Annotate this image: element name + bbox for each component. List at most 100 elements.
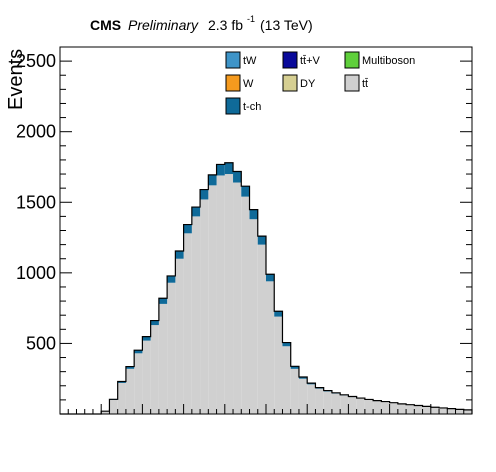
bar-tch-27 xyxy=(282,342,291,347)
bar-ttbar-34 xyxy=(340,395,349,414)
bar-ttbar-27 xyxy=(282,346,291,414)
y-tick-label: 500 xyxy=(26,333,56,353)
bar-ttbar-36 xyxy=(356,398,365,414)
bar-ttbar-14 xyxy=(175,258,184,414)
legend-swatch-Multiboson xyxy=(344,51,360,69)
bar-tch-14 xyxy=(175,250,184,259)
legend-swatch-ttV xyxy=(282,51,298,69)
bar-tch-30 xyxy=(307,383,316,385)
y-tick-label: 1000 xyxy=(16,263,56,283)
bar-tch-8 xyxy=(125,366,135,369)
stack-outline xyxy=(60,162,473,415)
bar-ttbar-44 xyxy=(422,406,431,414)
bar-tch-19 xyxy=(216,164,225,176)
bar-ttbar-23 xyxy=(249,219,258,414)
bar-ttbar-45 xyxy=(430,407,440,414)
bar-ttbar-37 xyxy=(364,399,374,414)
bar-tch-23 xyxy=(249,209,258,220)
bar-ttbar-20 xyxy=(224,174,234,414)
bar-ttbar-5 xyxy=(101,411,110,414)
bar-ttbar-7 xyxy=(117,382,126,414)
y-axis: 500 1000 1500 2000 2500 xyxy=(16,46,472,401)
bar-ttbar-43 xyxy=(414,405,423,414)
bar-tch-13 xyxy=(167,275,176,283)
bar-tch-22 xyxy=(241,186,250,197)
bar-ttbar-19 xyxy=(216,175,225,414)
bar-ttbar-29 xyxy=(298,378,308,414)
y-tick-label: 1500 xyxy=(16,192,56,212)
bar-ttbar-33 xyxy=(331,393,341,414)
bar-ttbar-24 xyxy=(257,244,266,414)
bar-tch-15 xyxy=(183,224,192,234)
bar-tch-21 xyxy=(233,171,242,183)
y-tick-label: 2000 xyxy=(16,122,56,142)
bar-tch-25 xyxy=(266,274,275,282)
bar-ttbar-10 xyxy=(142,340,151,414)
legend-label-ttV: tt̄+V xyxy=(300,55,321,67)
legend: tW tt̄+V Multiboson W DY tt̄ t-ch xyxy=(225,51,415,115)
y-tick-label: 2500 xyxy=(16,51,56,71)
bar-ttbar-17 xyxy=(200,199,209,414)
bar-ttbar-39 xyxy=(381,402,390,414)
bar-tch-7 xyxy=(117,381,126,383)
plot-frame xyxy=(59,46,473,415)
bar-ttbar-25 xyxy=(266,281,275,414)
bar-tch-9 xyxy=(134,350,143,354)
bar-ttbar-42 xyxy=(406,404,415,414)
bar-ttbar-49 xyxy=(463,410,472,414)
bar-tch-20 xyxy=(224,162,234,175)
lumi-exponent: -1 xyxy=(247,14,255,24)
legend-swatch-ttbar xyxy=(344,74,360,92)
lumi-label: 2.3 fb xyxy=(208,17,243,33)
bar-ttbar-47 xyxy=(447,408,456,414)
bar-ttbar-28 xyxy=(290,368,299,414)
legend-swatch-W xyxy=(225,74,241,92)
bar-ttbar-31 xyxy=(315,388,324,414)
bar-ttbar-48 xyxy=(455,409,464,414)
legend-swatch-DY xyxy=(282,74,298,92)
legend-swatch-tW xyxy=(225,51,241,69)
bar-ttbar-26 xyxy=(274,316,283,414)
bar-ttbar-40 xyxy=(389,402,398,414)
bar-ttbar-16 xyxy=(191,216,201,414)
bar-tch-24 xyxy=(257,236,266,245)
bar-tch-18 xyxy=(208,174,217,186)
bar-tch-16 xyxy=(191,207,201,217)
preliminary-label: Preliminary xyxy=(128,17,199,33)
bar-ttbar-41 xyxy=(397,404,407,414)
bar-tch-26 xyxy=(274,311,283,317)
bar-ttbar-46 xyxy=(439,408,448,414)
bars-group xyxy=(60,162,473,415)
legend-label-W: W xyxy=(243,78,254,90)
legend-swatch-tch xyxy=(225,97,241,115)
cms-label: CMS xyxy=(90,17,121,33)
bar-ttbar-18 xyxy=(208,185,217,414)
bar-tch-11 xyxy=(150,320,159,326)
bar-tch-12 xyxy=(158,298,168,304)
bar-ttbar-9 xyxy=(134,353,143,414)
bar-ttbar-22 xyxy=(241,196,250,414)
bar-ttbar-12 xyxy=(158,303,168,414)
bar-ttbar-11 xyxy=(150,325,159,414)
bar-ttbar-6 xyxy=(109,399,118,414)
bar-ttbar-32 xyxy=(323,391,332,414)
legend-label-DY: DY xyxy=(300,78,316,90)
legend-label-ttbar: tt̄ xyxy=(362,78,368,90)
bar-tch-29 xyxy=(298,377,308,379)
bar-ttbar-13 xyxy=(167,282,176,414)
legend-label-Multiboson: Multiboson xyxy=(362,55,415,67)
legend-label-tW: tW xyxy=(243,55,257,67)
bar-ttbar-30 xyxy=(307,384,316,414)
legend-label-tch: t-ch xyxy=(243,101,261,113)
bar-ttbar-8 xyxy=(125,368,135,414)
bar-ttbar-35 xyxy=(348,397,357,414)
bar-tch-10 xyxy=(142,336,151,341)
bar-ttbar-38 xyxy=(373,401,382,414)
bar-tch-17 xyxy=(200,189,209,200)
y-axis-title: Events xyxy=(5,49,27,110)
bar-tch-28 xyxy=(290,366,299,369)
energy-label: (13 TeV) xyxy=(260,17,313,33)
bar-ttbar-15 xyxy=(183,233,192,414)
